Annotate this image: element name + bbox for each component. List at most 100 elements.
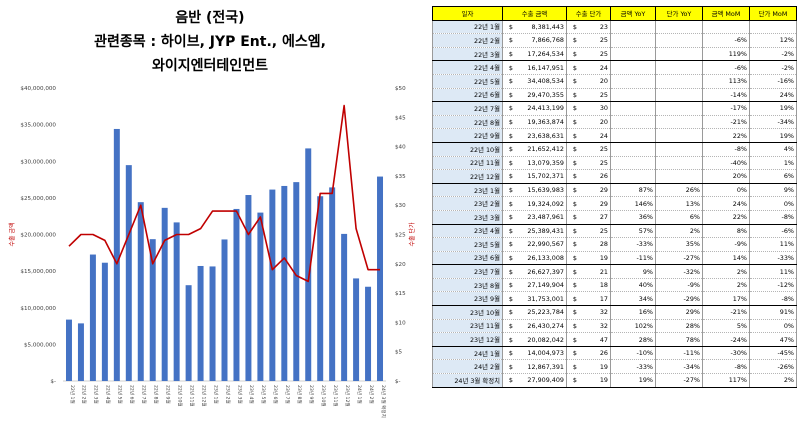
table-row: 23년 11월 $26,430,274 $32 102% 28% 5% 0% [432,319,797,334]
cell-price-yoy-value: -9% [687,281,700,290]
cell-amount-yoy: 146% [610,196,656,211]
cell-amount-yoy-value: 87% [638,186,653,195]
x-tick-label: 23년 6월 [272,385,279,404]
cell-price: $17 [566,291,611,307]
currency-symbol: $ [572,22,577,31]
bar-export-amount [365,286,372,381]
cell-price: $19 [566,373,611,388]
x-tick-label: 24년 2월 [368,385,375,404]
cell-price-value: 18 [599,281,608,290]
cell-price-yoy [655,169,703,184]
cell-price-value: 32 [599,308,608,317]
cell-amount: $34,408,534 [502,74,567,89]
cell-amount-value: 25,389,431 [527,226,564,235]
cell-date: 24년 3월 확정치 [432,373,503,388]
cell-price: $19 [566,359,611,375]
x-tick-label: 22년 9월 [164,385,171,404]
cell-price-yoy: 35% [655,237,703,252]
table-row: 23년 10월 $25,223,784 $32 16% 29% -21% 91% [432,305,797,320]
cell-price-yoy-value: 35% [685,240,700,249]
bar-export-amount [329,187,336,381]
cell-amount: $17,264,534 [502,47,567,62]
cell-amount-yoy-value: 34% [638,294,653,303]
cell-price-yoy: -9% [655,278,703,293]
x-tick-label: 22년 3월 [93,385,100,404]
currency-symbol: $ [572,253,577,262]
cell-amount: $24,413,199 [502,101,567,116]
cell-amount-yoy-value: 16% [638,308,653,317]
cell-price-yoy-value: -27% [683,253,700,262]
cell-price-mom-value: 24% [779,90,794,99]
cell-amount-mom [702,20,750,35]
cell-amount-mom: -21% [702,305,750,320]
bar-export-amount [281,185,288,381]
cell-amount: $29,470,355 [502,88,567,103]
cell-price-value: 25 [599,226,608,235]
x-tick-label: 24년 3월 확정치 [380,385,387,418]
cell-price-yoy: -32% [655,264,703,279]
cell-date: 22년 1월 [432,20,503,35]
cell-amount-yoy-value: 57% [638,226,653,235]
cell-amount-mom: 22% [702,128,750,143]
table-header-row: 일자 수출 금액 수출 단가 금액 YoY 단가 YoY 금액 MoM 단가 M… [432,6,797,21]
cell-amount: $25,223,784 [502,305,567,320]
cell-price: $23 [566,20,611,35]
cell-amount-mom-value: -8% [734,145,747,154]
y-right-tick-label: $20 [395,262,406,268]
cell-date: 22년 2월 [432,33,503,48]
currency-symbol: $ [572,281,577,290]
cell-date: 23년 9월 [432,291,503,307]
cell-date-value: 23년 9월 [474,295,500,304]
x-tick-label: 23년 1월 [212,385,219,404]
cell-amount: $26,627,397 [502,264,567,279]
cell-amount: $21,652,412 [502,142,567,157]
cell-price: $20 [566,74,611,89]
currency-symbol: $ [572,294,577,303]
cell-amount-mom: 2% [702,264,750,279]
cell-price-mom-value: 12% [779,36,794,45]
cell-price-mom: 0% [749,196,797,211]
cell-date-value: 23년 6월 [474,254,500,263]
bar-export-amount [293,182,300,381]
cell-date: 22년 12월 [432,169,503,184]
cell-date: 22년 8월 [432,115,503,130]
cell-amount-value: 34,408,534 [527,77,564,86]
cell-date: 23년 12월 [432,332,503,347]
header-price-mom: 단가 MoM [749,6,797,21]
cell-price-mom: 11% [749,237,797,252]
cell-amount-mom-value: 2% [736,281,747,290]
cell-amount-yoy: 28% [610,332,656,347]
chart-title-line-2: 관련종목 : 하이브, JYP Ent., 에스엠, [94,34,326,50]
cell-amount-mom-value: -21% [730,118,747,127]
table-row: 22년 6월 $29,470,355 $25 -14% 24% [432,88,797,103]
cell-price-yoy: -34% [655,359,703,375]
cell-amount-yoy: 87% [610,183,656,198]
cell-amount-mom: 17% [702,291,750,307]
cell-price-yoy-value: -11% [683,349,700,358]
cell-date: 22년 6월 [432,88,503,103]
cell-amount-value: 19,324,092 [527,199,564,208]
cell-price-value: 19 [599,376,608,385]
currency-symbol: $ [572,226,577,235]
y-left-tick-label: $5,000,000 [24,342,56,348]
cell-amount-value: 12,867,391 [527,362,564,371]
cell-price-mom: -33% [749,251,797,266]
cell-amount-mom: 8% [702,224,750,239]
cell-date: 24년 2월 [432,359,503,375]
cell-price-mom: -8% [749,210,797,225]
cell-price-mom: 2% [749,373,797,388]
currency-symbol: $ [508,362,513,371]
x-tick-label: 22년 6월 [129,385,136,404]
bar-export-amount [137,202,144,381]
cell-date: 23년 3월 [432,210,503,225]
y-left-axis-title: 수출 금액 [8,223,16,247]
cell-price-mom-value: 2% [783,376,794,385]
x-tick-label: 23년 2월 [224,385,231,404]
cell-price-mom: -34% [749,115,797,130]
bar-export-amount [197,265,204,381]
cell-amount-mom-value: -30% [730,349,747,358]
x-tick-label: 22년 12월 [200,385,207,407]
cell-amount: $13,079,359 [502,156,567,171]
cell-amount-mom-value: -17% [730,104,747,113]
y-right-tick-label: $50 [395,86,406,92]
